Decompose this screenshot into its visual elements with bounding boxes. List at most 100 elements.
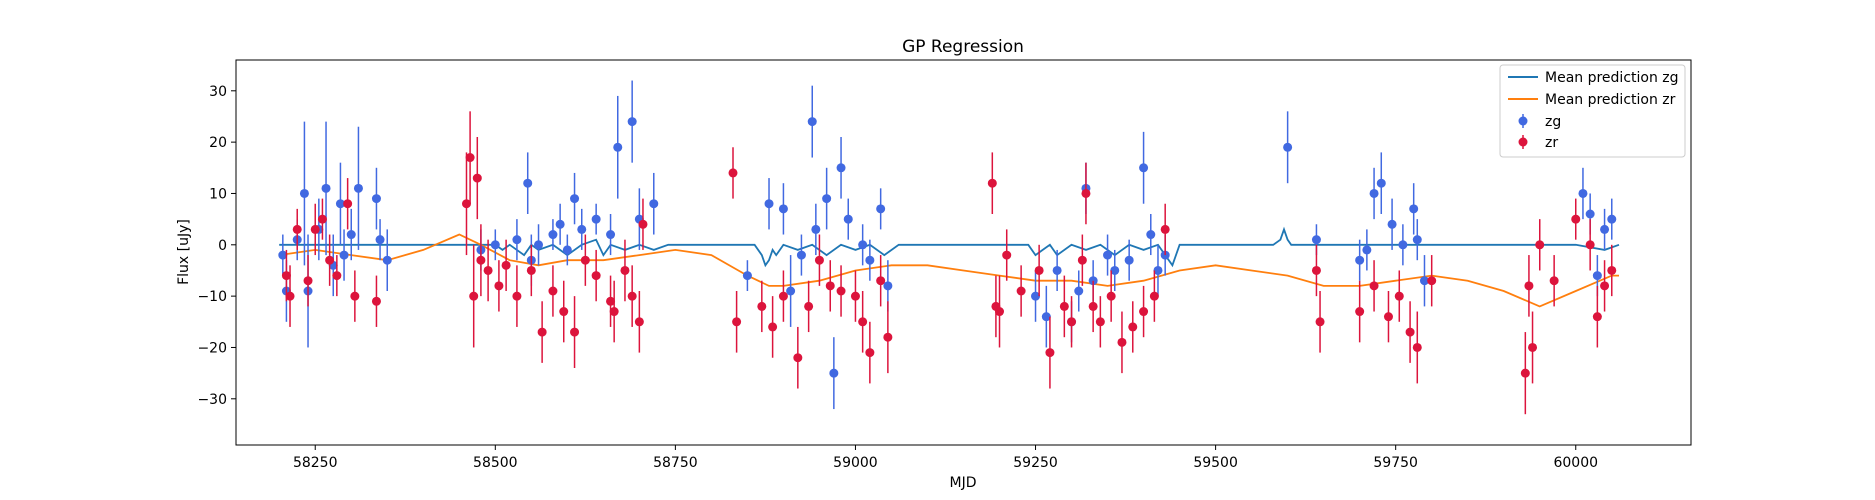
data-point	[836, 286, 846, 296]
data-point	[1160, 224, 1170, 234]
data-point	[829, 368, 839, 378]
data-point	[1052, 265, 1062, 275]
data-point	[1369, 281, 1379, 291]
data-point	[742, 271, 752, 281]
data-point	[371, 296, 381, 306]
data-point	[526, 265, 536, 275]
legend-label-mean-zr: Mean prediction zr	[1545, 92, 1676, 108]
data-point	[1592, 312, 1602, 322]
data-point	[1405, 327, 1415, 337]
data-point	[335, 199, 345, 209]
data-point	[321, 183, 331, 193]
data-point	[1315, 317, 1325, 327]
data-point	[1149, 291, 1159, 301]
x-tick-label: 58250	[293, 455, 338, 471]
data-point	[1585, 240, 1595, 250]
data-point	[1074, 286, 1084, 296]
data-point	[534, 240, 544, 250]
data-point	[778, 291, 788, 301]
data-point	[1081, 188, 1091, 198]
data-point	[1427, 276, 1437, 286]
data-point	[1045, 348, 1055, 358]
data-point	[865, 255, 875, 265]
legend-frame	[1499, 64, 1686, 158]
data-point	[570, 327, 580, 337]
data-point	[512, 235, 522, 245]
data-point	[346, 230, 356, 240]
data-point	[649, 199, 659, 209]
y-tick-label: 30	[209, 84, 227, 100]
data-point	[1002, 250, 1012, 260]
y-tick-label: 0	[218, 238, 227, 254]
data-point	[512, 291, 522, 301]
x-tick-label: 58500	[473, 455, 518, 471]
data-point	[476, 255, 486, 265]
x-tick-label: 59500	[1193, 455, 1238, 471]
data-point	[1419, 276, 1429, 286]
data-point	[310, 224, 320, 234]
data-point	[317, 214, 327, 224]
x-tick-label: 60000	[1553, 455, 1598, 471]
legend-label-zr: zr	[1545, 135, 1558, 151]
data-point	[332, 271, 342, 281]
data-point	[1128, 322, 1138, 332]
x-tick-label: 58750	[653, 455, 698, 471]
data-point	[768, 322, 778, 332]
data-point	[1607, 214, 1617, 224]
data-point	[1600, 224, 1610, 234]
data-point	[627, 291, 637, 301]
data-point	[865, 348, 875, 358]
data-point	[987, 178, 997, 188]
data-point	[1409, 204, 1419, 214]
data-point	[804, 301, 814, 311]
data-point	[1520, 368, 1530, 378]
data-point	[537, 327, 547, 337]
data-point	[465, 153, 475, 163]
data-point	[728, 168, 738, 178]
data-point	[1311, 235, 1321, 245]
data-point	[613, 142, 623, 152]
legend-marker-zr	[1518, 137, 1528, 147]
data-point	[1059, 301, 1069, 311]
data-point	[1412, 235, 1422, 245]
data-point	[1585, 209, 1595, 219]
data-point	[858, 240, 868, 250]
data-point	[606, 230, 616, 240]
x-tick-label: 59750	[1373, 455, 1418, 471]
data-point	[793, 353, 803, 363]
legend-marker-zg	[1518, 116, 1528, 126]
data-point	[1110, 265, 1120, 275]
legend-label-zg: zg	[1545, 114, 1561, 130]
data-point	[1387, 219, 1397, 229]
data-point	[559, 307, 569, 317]
data-point	[1376, 178, 1386, 188]
data-point	[807, 117, 817, 127]
data-point	[548, 286, 558, 296]
data-point	[606, 296, 616, 306]
data-point	[609, 307, 619, 317]
data-point	[469, 291, 479, 301]
data-point	[634, 317, 644, 327]
data-point	[883, 281, 893, 291]
data-point	[1549, 276, 1559, 286]
data-point	[1311, 265, 1321, 275]
data-point	[371, 194, 381, 204]
plot-frame	[235, 59, 1692, 446]
data-point	[620, 265, 630, 275]
chart-title: GP Regression	[902, 37, 1024, 57]
data-point	[1592, 271, 1602, 281]
data-point	[858, 317, 868, 327]
legend-label-mean-zg: Mean prediction zg	[1545, 70, 1679, 86]
data-point	[995, 307, 1005, 317]
data-point	[796, 250, 806, 260]
data-point	[285, 291, 295, 301]
y-tick-label: 20	[209, 135, 227, 151]
data-point	[843, 214, 853, 224]
data-point	[350, 291, 360, 301]
data-point	[343, 199, 353, 209]
data-point	[353, 183, 363, 193]
data-point	[883, 332, 893, 342]
data-point	[472, 173, 482, 183]
data-point	[1088, 301, 1098, 311]
data-point	[483, 265, 493, 275]
